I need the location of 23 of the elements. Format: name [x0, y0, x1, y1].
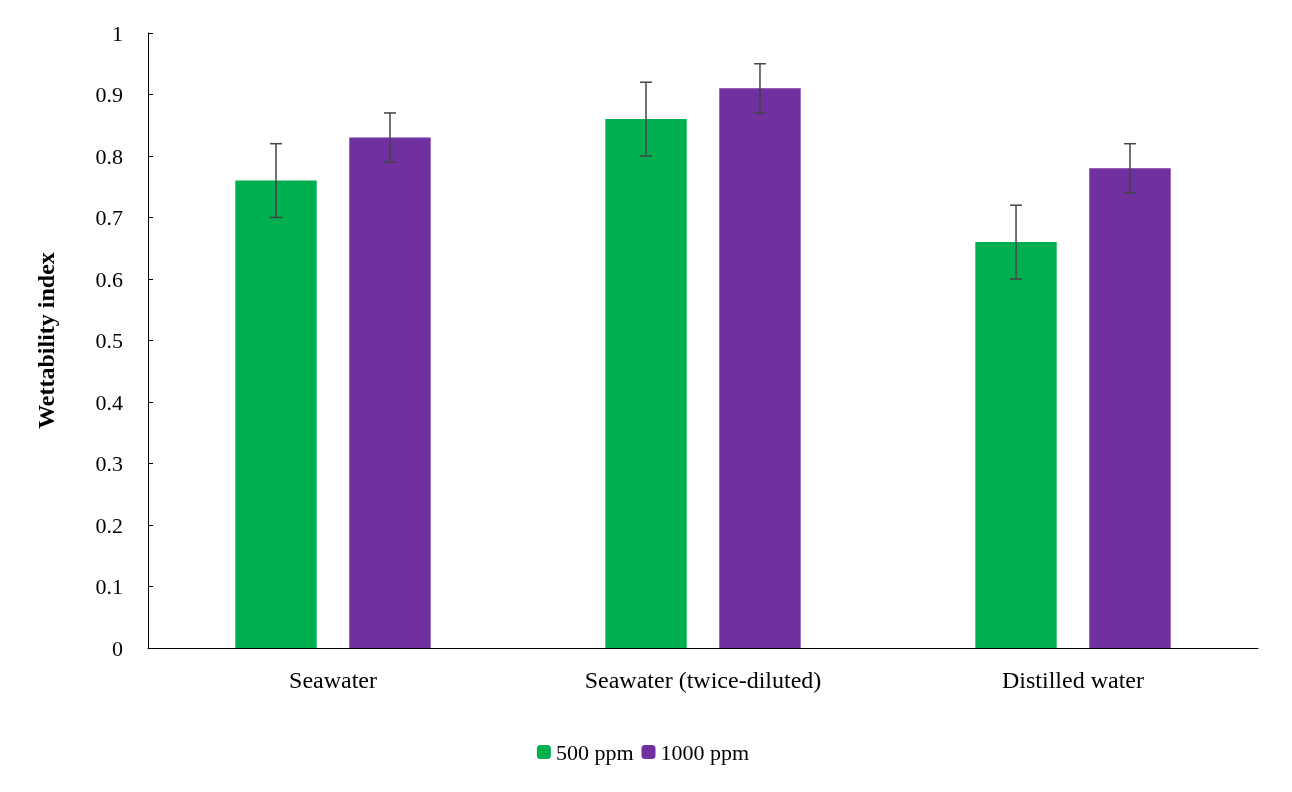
legend-label: 500 ppm	[555, 739, 634, 765]
y-tick-label: 1	[112, 20, 123, 46]
x-tick-label: Seawater	[289, 667, 377, 693]
bar	[235, 180, 317, 648]
y-tick-label: 0.8	[95, 143, 123, 169]
x-tick-label: Seawater (twice-diluted)	[584, 667, 822, 693]
bar	[349, 137, 431, 648]
x-tick-label: Distilled water	[1002, 667, 1144, 693]
bar	[975, 242, 1057, 648]
y-tick-label: 0.1	[95, 574, 123, 599]
y-tick-label: 0.2	[95, 512, 123, 538]
y-tick-label: 0.3	[95, 451, 123, 476]
y-tick-label: 0.7	[95, 205, 123, 230]
bar	[719, 88, 801, 648]
bar	[1089, 168, 1171, 648]
legend-label: 1000 ppm	[660, 739, 750, 765]
y-tick-label: 0	[112, 635, 123, 661]
y-tick-label: 0.9	[95, 82, 123, 107]
y-axis-title: Wettability index	[33, 252, 59, 429]
y-tick-label: 0.6	[95, 266, 123, 292]
y-tick-label: 0.4	[95, 389, 123, 415]
bar	[605, 119, 687, 648]
y-tick-label: 0.5	[95, 328, 123, 353]
